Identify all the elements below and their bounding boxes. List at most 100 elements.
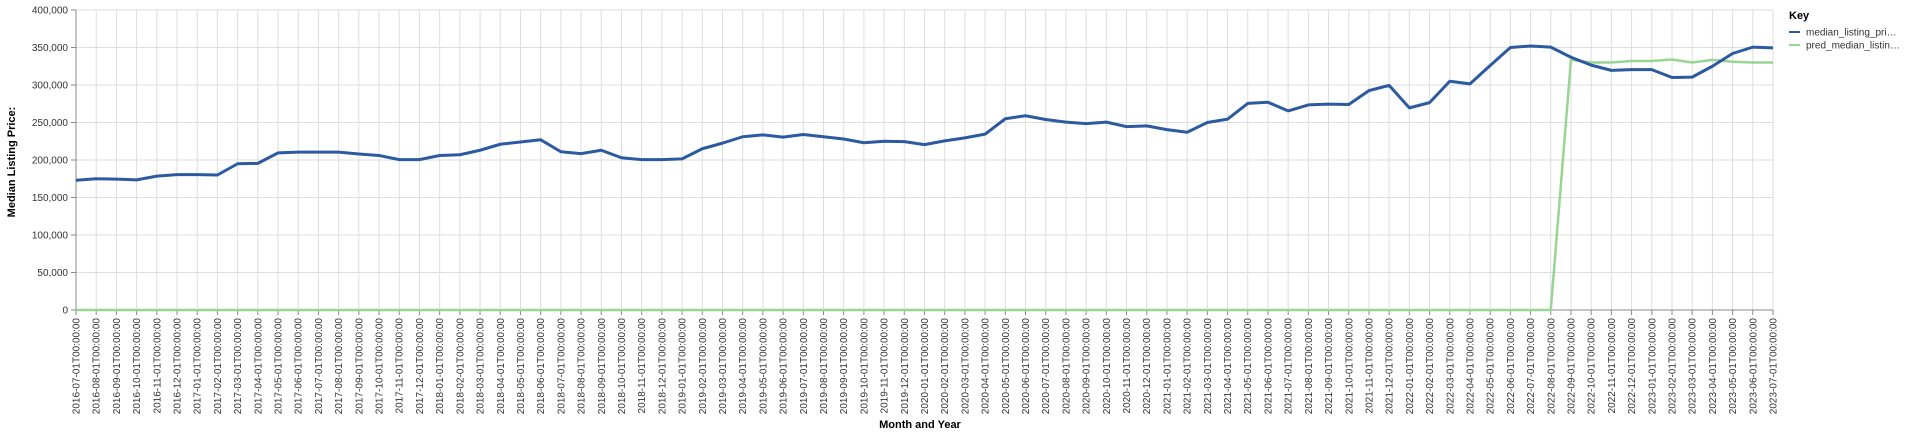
x-tick-label: 2021-06-01T00:00:00 (1263, 318, 1274, 415)
x-tick-label: 2022-12-01T00:00:00 (1627, 318, 1638, 415)
x-tick-label: 2016-07-01T00:00:00 (72, 318, 83, 415)
x-tick-label: 2020-08-01T00:00:00 (1061, 318, 1072, 415)
x-tick-label: 2018-08-01T00:00:00 (577, 318, 588, 415)
x-tick-label: 2018-05-01T00:00:00 (516, 318, 527, 415)
x-tick-label: 2017-02-01T00:00:00 (213, 318, 224, 415)
x-tick-label: 2023-03-01T00:00:00 (1688, 318, 1699, 415)
x-tick-label: 2019-01-01T00:00:00 (678, 318, 689, 415)
x-tick-label: 2021-04-01T00:00:00 (1223, 318, 1234, 415)
x-tick-label: 2018-10-01T00:00:00 (617, 318, 628, 415)
x-tick-label: 2018-12-01T00:00:00 (657, 318, 668, 415)
y-axis: 0 50,000 100,000 150,000 200,000 250,000 300,0… (32, 6, 77, 317)
x-tick-label: 2022-11-01T00:00:00 (1607, 318, 1618, 414)
x-tick-label: 2017-03-01T00:00:00 (233, 318, 244, 415)
x-axis-title: Month and Year (879, 419, 961, 431)
x-tick-label: 2023-04-01T00:00:00 (1708, 318, 1719, 415)
x-tick-label: 2023-05-01T00:00:00 (1728, 318, 1739, 415)
x-tick-label: 2019-08-01T00:00:00 (819, 318, 830, 415)
x-tick-label: 2017-12-01T00:00:00 (415, 318, 426, 415)
x-tick-label: 2022-10-01T00:00:00 (1587, 318, 1598, 415)
x-tick-label: 2021-11-01T00:00:00 (1364, 318, 1375, 414)
x-tick-label: 2021-08-01T00:00:00 (1304, 318, 1315, 415)
legend: Key median_listing_pri… pred_median_listi… (1789, 10, 1900, 52)
x-tick-label: 2017-08-01T00:00:00 (334, 318, 345, 415)
y-tick-label: 50,000 (37, 268, 68, 279)
x-tick-label: 2017-04-01T00:00:00 (253, 318, 264, 415)
y-tick-label: 400,000 (32, 6, 69, 17)
series-lines (75, 44, 1774, 312)
x-tick-label: 2021-09-01T00:00:00 (1324, 318, 1335, 415)
x-tick-label: 2020-03-01T00:00:00 (960, 318, 971, 415)
legend-label: median_listing_pri… (1806, 28, 1897, 39)
y-tick-label: 200,000 (32, 156, 69, 167)
y-tick-label: 300,000 (32, 81, 69, 92)
x-tick-label: 2017-11-01T00:00:00 (395, 318, 406, 414)
x-tick-label: 2019-03-01T00:00:00 (718, 318, 729, 415)
x-tick-label: 2021-10-01T00:00:00 (1344, 318, 1355, 415)
x-tick-label: 2021-02-01T00:00:00 (1183, 318, 1194, 415)
x-tick-label: 2017-09-01T00:00:00 (354, 318, 365, 415)
x-tick-label: 2022-05-01T00:00:00 (1486, 318, 1497, 415)
legend-title: Key (1789, 10, 1810, 22)
x-tick-label: 2023-01-01T00:00:00 (1647, 318, 1658, 415)
x-tick-label: 2019-12-01T00:00:00 (900, 318, 911, 415)
series-line-1 (76, 58, 1773, 312)
x-tick-label: 2018-09-01T00:00:00 (597, 318, 608, 415)
x-tick-label: 2019-10-01T00:00:00 (859, 318, 870, 415)
x-tick-label: 2020-01-01T00:00:00 (920, 318, 931, 415)
x-tick-label: 2023-07-01T00:00:00 (1769, 318, 1780, 415)
x-tick-label: 2018-11-01T00:00:00 (637, 318, 648, 414)
x-tick-label: 2016-10-01T00:00:00 (132, 318, 143, 415)
x-tick-label: 2016-09-01T00:00:00 (112, 318, 123, 415)
x-tick-label: 2021-12-01T00:00:00 (1385, 318, 1396, 415)
x-tick-label: 2017-10-01T00:00:00 (375, 318, 386, 415)
x-tick-label: 2019-09-01T00:00:00 (839, 318, 850, 415)
x-tick-label: 2017-07-01T00:00:00 (314, 318, 325, 415)
x-tick-label: 2019-06-01T00:00:00 (779, 318, 790, 415)
x-tick-label: 2022-03-01T00:00:00 (1445, 318, 1456, 415)
y-tick-label: 250,000 (32, 118, 69, 129)
x-tick-label: 2020-11-01T00:00:00 (1122, 318, 1133, 414)
x-tick-label: 2018-02-01T00:00:00 (455, 318, 466, 415)
x-tick-label: 2018-04-01T00:00:00 (496, 318, 507, 415)
x-tick-label: 2017-01-01T00:00:00 (193, 318, 204, 415)
grid-lines (75, 9, 1774, 311)
x-tick-label: 2019-05-01T00:00:00 (758, 318, 769, 415)
y-tick-label: 100,000 (32, 231, 69, 242)
x-tick-label: 2018-06-01T00:00:00 (536, 318, 547, 415)
x-tick-label: 2021-01-01T00:00:00 (1162, 318, 1173, 415)
x-tick-label: 2022-04-01T00:00:00 (1465, 318, 1476, 415)
x-tick-label: 2016-11-01T00:00:00 (152, 318, 163, 414)
x-tick-label: 2018-03-01T00:00:00 (476, 318, 487, 415)
legend-label: pred_median_listin… (1806, 41, 1900, 52)
x-tick-label: 2022-06-01T00:00:00 (1506, 318, 1517, 415)
x-tick-label: 2017-06-01T00:00:00 (294, 318, 305, 415)
y-tick-label: 350,000 (32, 43, 69, 54)
x-tick-label: 2021-07-01T00:00:00 (1284, 318, 1295, 415)
x-tick-label: 2020-06-01T00:00:00 (1021, 318, 1032, 415)
y-tick-label: 150,000 (32, 193, 69, 204)
x-axis: 2016-07-01T00:00:00 2016-08-01T00:00:00 20… (72, 309, 1780, 415)
series-line-0 (75, 44, 1774, 182)
x-tick-label: 2023-02-01T00:00:00 (1667, 318, 1678, 415)
x-tick-label: 2021-03-01T00:00:00 (1203, 318, 1214, 415)
x-tick-label: 2017-05-01T00:00:00 (274, 318, 285, 415)
x-tick-label: 2016-12-01T00:00:00 (173, 318, 184, 415)
x-tick-label: 2020-12-01T00:00:00 (1142, 318, 1153, 415)
x-tick-label: 2020-09-01T00:00:00 (1082, 318, 1093, 415)
x-tick-label: 2022-07-01T00:00:00 (1526, 318, 1537, 415)
x-tick-label: 2021-05-01T00:00:00 (1243, 318, 1254, 415)
y-axis-title: Median Listing Price: (6, 107, 18, 218)
legend-items: median_listing_pri… pred_median_listin… (1789, 28, 1900, 52)
x-tick-label: 2016-08-01T00:00:00 (92, 318, 103, 415)
x-tick-label: 2019-02-01T00:00:00 (698, 318, 709, 415)
x-tick-label: 2022-02-01T00:00:00 (1425, 318, 1436, 415)
x-tick-label: 2023-06-01T00:00:00 (1748, 318, 1759, 415)
x-tick-label: 2022-09-01T00:00:00 (1566, 318, 1577, 415)
x-tick-label: 2018-01-01T00:00:00 (435, 318, 446, 415)
x-tick-label: 2019-07-01T00:00:00 (799, 318, 810, 415)
x-tick-label: 2020-02-01T00:00:00 (940, 318, 951, 415)
x-tick-label: 2020-07-01T00:00:00 (1041, 318, 1052, 415)
x-tick-label: 2020-05-01T00:00:00 (1001, 318, 1012, 415)
